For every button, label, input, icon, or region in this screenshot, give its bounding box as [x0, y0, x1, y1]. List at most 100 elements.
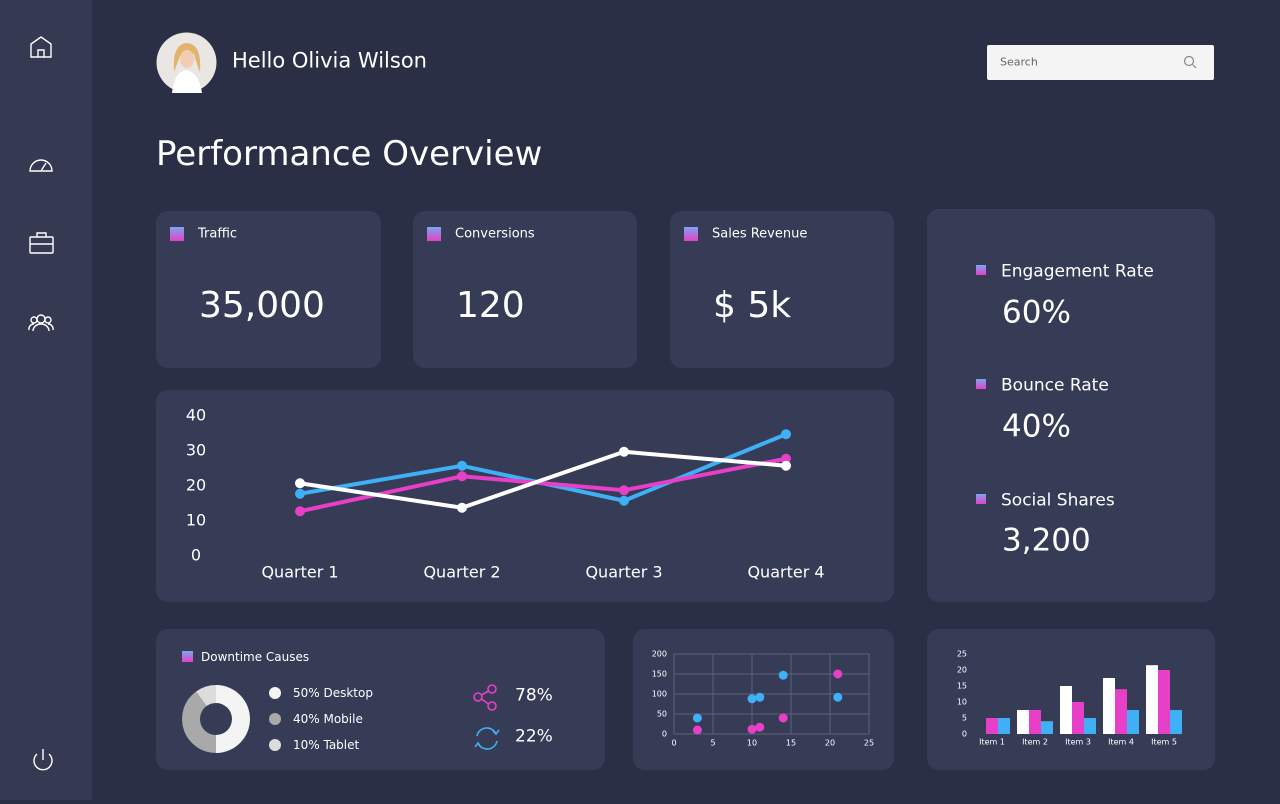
- kpi-value: $ 5k: [713, 285, 792, 326]
- point: [781, 460, 791, 471]
- kpi-card: Conversions 120: [413, 211, 637, 368]
- donut-segment: [182, 691, 216, 753]
- stats-card: Engagement Rate 60% Bounce Rate 40% Soci…: [927, 209, 1215, 602]
- stat-label: Bounce Rate: [1001, 375, 1109, 396]
- point: [457, 502, 467, 513]
- power-icon[interactable]: [33, 749, 53, 771]
- x-tick-label: Quarter 3: [585, 563, 662, 582]
- series-line: [299, 449, 787, 510]
- greeting: Hello Olivia Wilson: [232, 48, 427, 73]
- kpi-value: 120: [456, 285, 525, 326]
- x-tick-label: Quarter 4: [747, 563, 824, 582]
- kpi-card: Sales Revenue $ 5k: [670, 211, 894, 368]
- point: [755, 692, 765, 702]
- kpi-icon: [684, 227, 698, 241]
- home-icon[interactable]: [30, 36, 52, 58]
- kpi-label: Conversions: [455, 226, 535, 242]
- share-icon: [473, 684, 497, 711]
- x-tick-label: Item 2: [1022, 738, 1048, 747]
- y-tick-label: 50: [657, 710, 667, 719]
- x-tick-label: Quarter 1: [261, 563, 338, 582]
- bar: [1115, 689, 1127, 734]
- stat-value: 40%: [1002, 408, 1071, 445]
- point: [619, 495, 629, 506]
- x-tick-label: Item 1: [979, 738, 1005, 747]
- y-tick-label: 5: [962, 714, 967, 723]
- search-box[interactable]: Search: [987, 45, 1214, 80]
- legend-swatch: [269, 687, 281, 699]
- point: [457, 471, 467, 482]
- briefcase-icon[interactable]: [29, 232, 54, 254]
- y-tick-label: 0: [662, 730, 667, 739]
- legend-swatch: [269, 713, 281, 725]
- x-tick-label: 5: [710, 739, 715, 748]
- point: [781, 429, 791, 440]
- legend-label: 10% Tablet: [293, 738, 360, 752]
- avatar: [156, 32, 217, 93]
- dashboard-icon[interactable]: [29, 159, 53, 172]
- kpi-icon: [427, 227, 441, 241]
- bar: [1127, 710, 1139, 734]
- series-line: [299, 456, 787, 514]
- legend-label: 50% Desktop: [293, 686, 373, 700]
- y-tick-label: 25: [957, 650, 967, 659]
- bar: [1060, 686, 1072, 734]
- page-title: Performance Overview: [156, 134, 543, 174]
- chart-title: Downtime Causes: [201, 650, 309, 664]
- point: [619, 485, 629, 496]
- scatter-chart: 0 5 10 15 20 25 0 50 100 150 200: [633, 629, 894, 770]
- bar: [1017, 710, 1029, 734]
- x-tick-label: Item 3: [1065, 738, 1091, 747]
- x-tick-label: 25: [864, 739, 874, 748]
- point: [781, 453, 791, 464]
- stat-label: Engagement Rate: [1001, 261, 1154, 282]
- kpi-label: Traffic: [198, 226, 238, 242]
- bar: [1170, 710, 1182, 734]
- sidebar-icons: [28, 36, 54, 771]
- y-tick-label: 150: [652, 670, 667, 679]
- point: [457, 460, 467, 471]
- share-icons: [473, 684, 500, 750]
- kpi-icon: [170, 227, 184, 241]
- legend-swatch: [269, 739, 281, 751]
- team-icon[interactable]: [28, 314, 54, 332]
- bar: [1103, 678, 1115, 734]
- x-tick-label: 0: [671, 739, 676, 748]
- refresh-icon: [474, 727, 500, 750]
- search-icon: [1183, 55, 1197, 69]
- point: [295, 488, 305, 499]
- x-tick-label: Item 5: [1151, 738, 1177, 747]
- downtime-card: Downtime Causes 50% Desktop 40% Mobile 10% …: [156, 629, 605, 770]
- point: [692, 713, 702, 723]
- stat-label: Social Shares: [1001, 490, 1115, 511]
- y-tick-label: 100: [652, 690, 667, 699]
- bar: [1158, 670, 1170, 734]
- title-icon: [182, 651, 193, 662]
- point: [747, 724, 757, 734]
- bar: [1029, 710, 1041, 734]
- x-tick-label: 20: [825, 739, 835, 748]
- stat-icon: [976, 379, 986, 389]
- bar: [1041, 721, 1053, 734]
- donut-chart: Downtime Causes 50% Desktop 40% Mobile 10% …: [182, 650, 373, 753]
- search-placeholder: Search: [1000, 55, 1038, 69]
- bar: [1146, 665, 1158, 734]
- y-tick-label: 40: [186, 406, 206, 425]
- point: [295, 478, 305, 489]
- stat-value: 3,200: [1002, 522, 1091, 559]
- donut-segment: [216, 685, 250, 753]
- kpi-card: Traffic 35,000: [156, 211, 381, 368]
- share-stat: 78%: [515, 685, 553, 706]
- stat-value: 60%: [1002, 294, 1071, 331]
- kpi-label: Sales Revenue: [712, 226, 808, 242]
- x-tick-label: Item 4: [1108, 738, 1134, 747]
- bar: [1084, 718, 1096, 734]
- y-tick-label: 10: [957, 698, 967, 707]
- y-tick-label: 20: [957, 666, 967, 675]
- share-stat: 22%: [515, 726, 553, 747]
- bar: [1072, 702, 1084, 734]
- y-tick-label: 0: [191, 546, 201, 565]
- y-tick-label: 200: [652, 650, 667, 659]
- bar: [998, 718, 1010, 734]
- x-tick-label: 15: [786, 739, 796, 748]
